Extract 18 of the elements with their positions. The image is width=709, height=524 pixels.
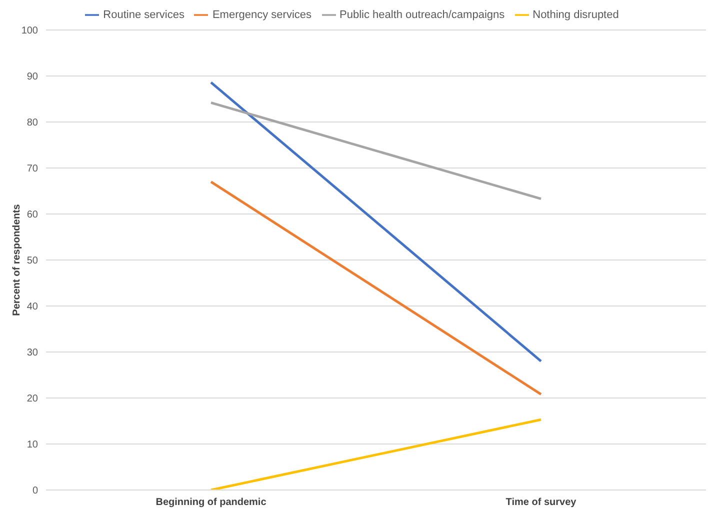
y-tick-label: 100 [21,26,38,37]
legend-label: Routine services [103,8,184,21]
y-tick-label: 0 [32,486,38,497]
y-tick-label: 40 [26,302,38,313]
legend-label: Emergency services [212,8,312,21]
y-axis-title: Percent of respondents [12,204,23,316]
y-tick-label: 10 [26,440,38,451]
x-tick-label: Beginning of pandemic [156,497,267,508]
y-tick-label: 70 [26,164,38,175]
y-tick-label: 90 [26,72,38,83]
legend-label: Nothing disrupted [532,8,619,21]
y-tick-label: 20 [26,394,38,405]
y-tick-label: 30 [26,348,38,359]
y-tick-label: 80 [26,118,38,129]
x-tick-label: Time of survey [506,497,577,508]
y-tick-label: 60 [26,210,38,221]
y-tick-label: 50 [26,256,38,267]
legend-label: Public health outreach/campaigns [340,8,505,21]
